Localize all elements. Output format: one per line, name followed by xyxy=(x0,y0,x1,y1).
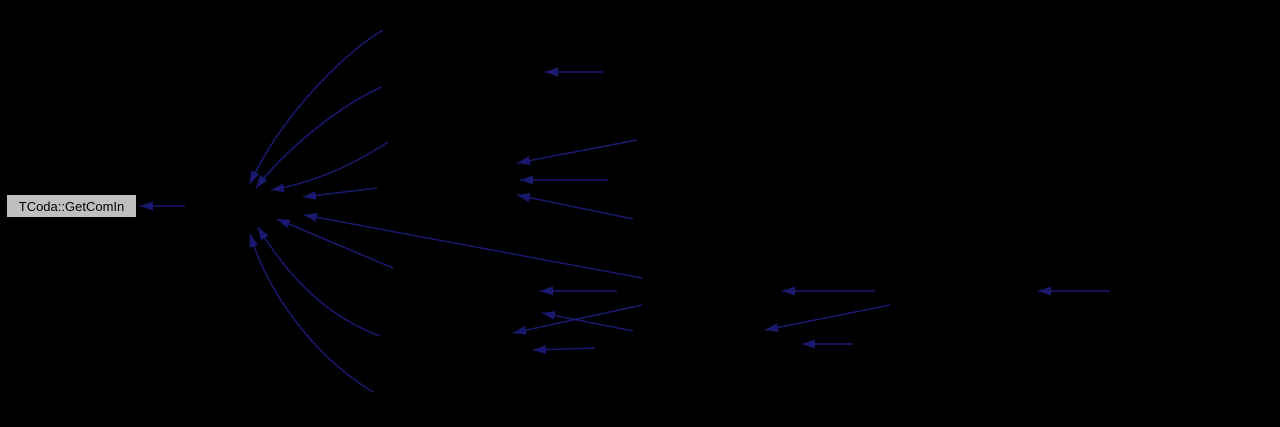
edge-caller-top-2 xyxy=(255,86,383,189)
node-tcoda-getcomin: TCoda::GetComIn xyxy=(6,194,137,218)
edge-caller-top-1 xyxy=(249,29,384,185)
edge-rank2-a xyxy=(516,139,638,165)
edge-caller-mid-2 xyxy=(276,218,394,269)
node-tcoda-getcomin-label: TCoda::GetComIn xyxy=(18,198,125,214)
edge-caller-bottom-2 xyxy=(249,233,374,393)
edge-rank3-b xyxy=(764,304,891,332)
edge-rank2-f xyxy=(512,304,643,335)
edge-caller-bottom-1 xyxy=(257,226,381,337)
edge-caller-mid-1 xyxy=(302,187,378,200)
edge-rank2-c xyxy=(516,193,634,220)
edge-rank2-g xyxy=(532,345,596,355)
edge-rank2-e xyxy=(541,311,634,332)
edge-caller-long xyxy=(303,212,643,279)
edge-caller-top-3 xyxy=(270,141,389,193)
